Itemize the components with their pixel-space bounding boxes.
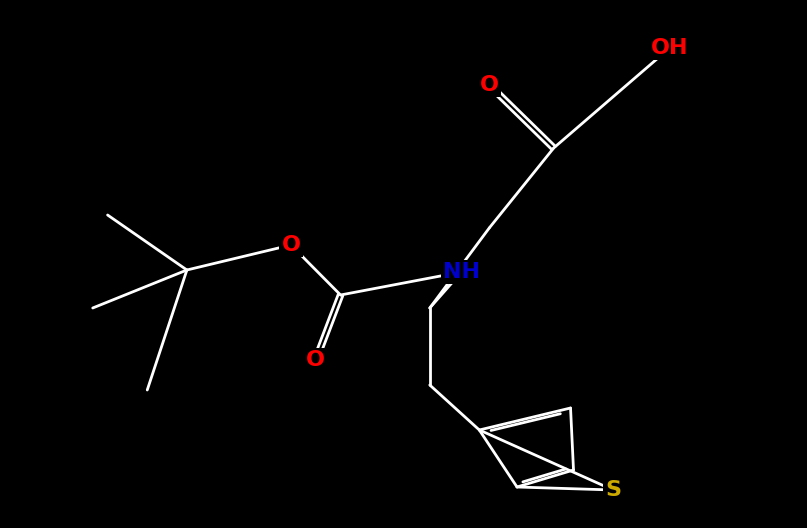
Text: OH: OH — [651, 38, 688, 58]
Text: NH: NH — [443, 262, 480, 282]
Text: O: O — [282, 235, 300, 255]
Text: O: O — [307, 350, 325, 370]
Text: S: S — [605, 480, 621, 500]
Text: O: O — [479, 75, 499, 95]
